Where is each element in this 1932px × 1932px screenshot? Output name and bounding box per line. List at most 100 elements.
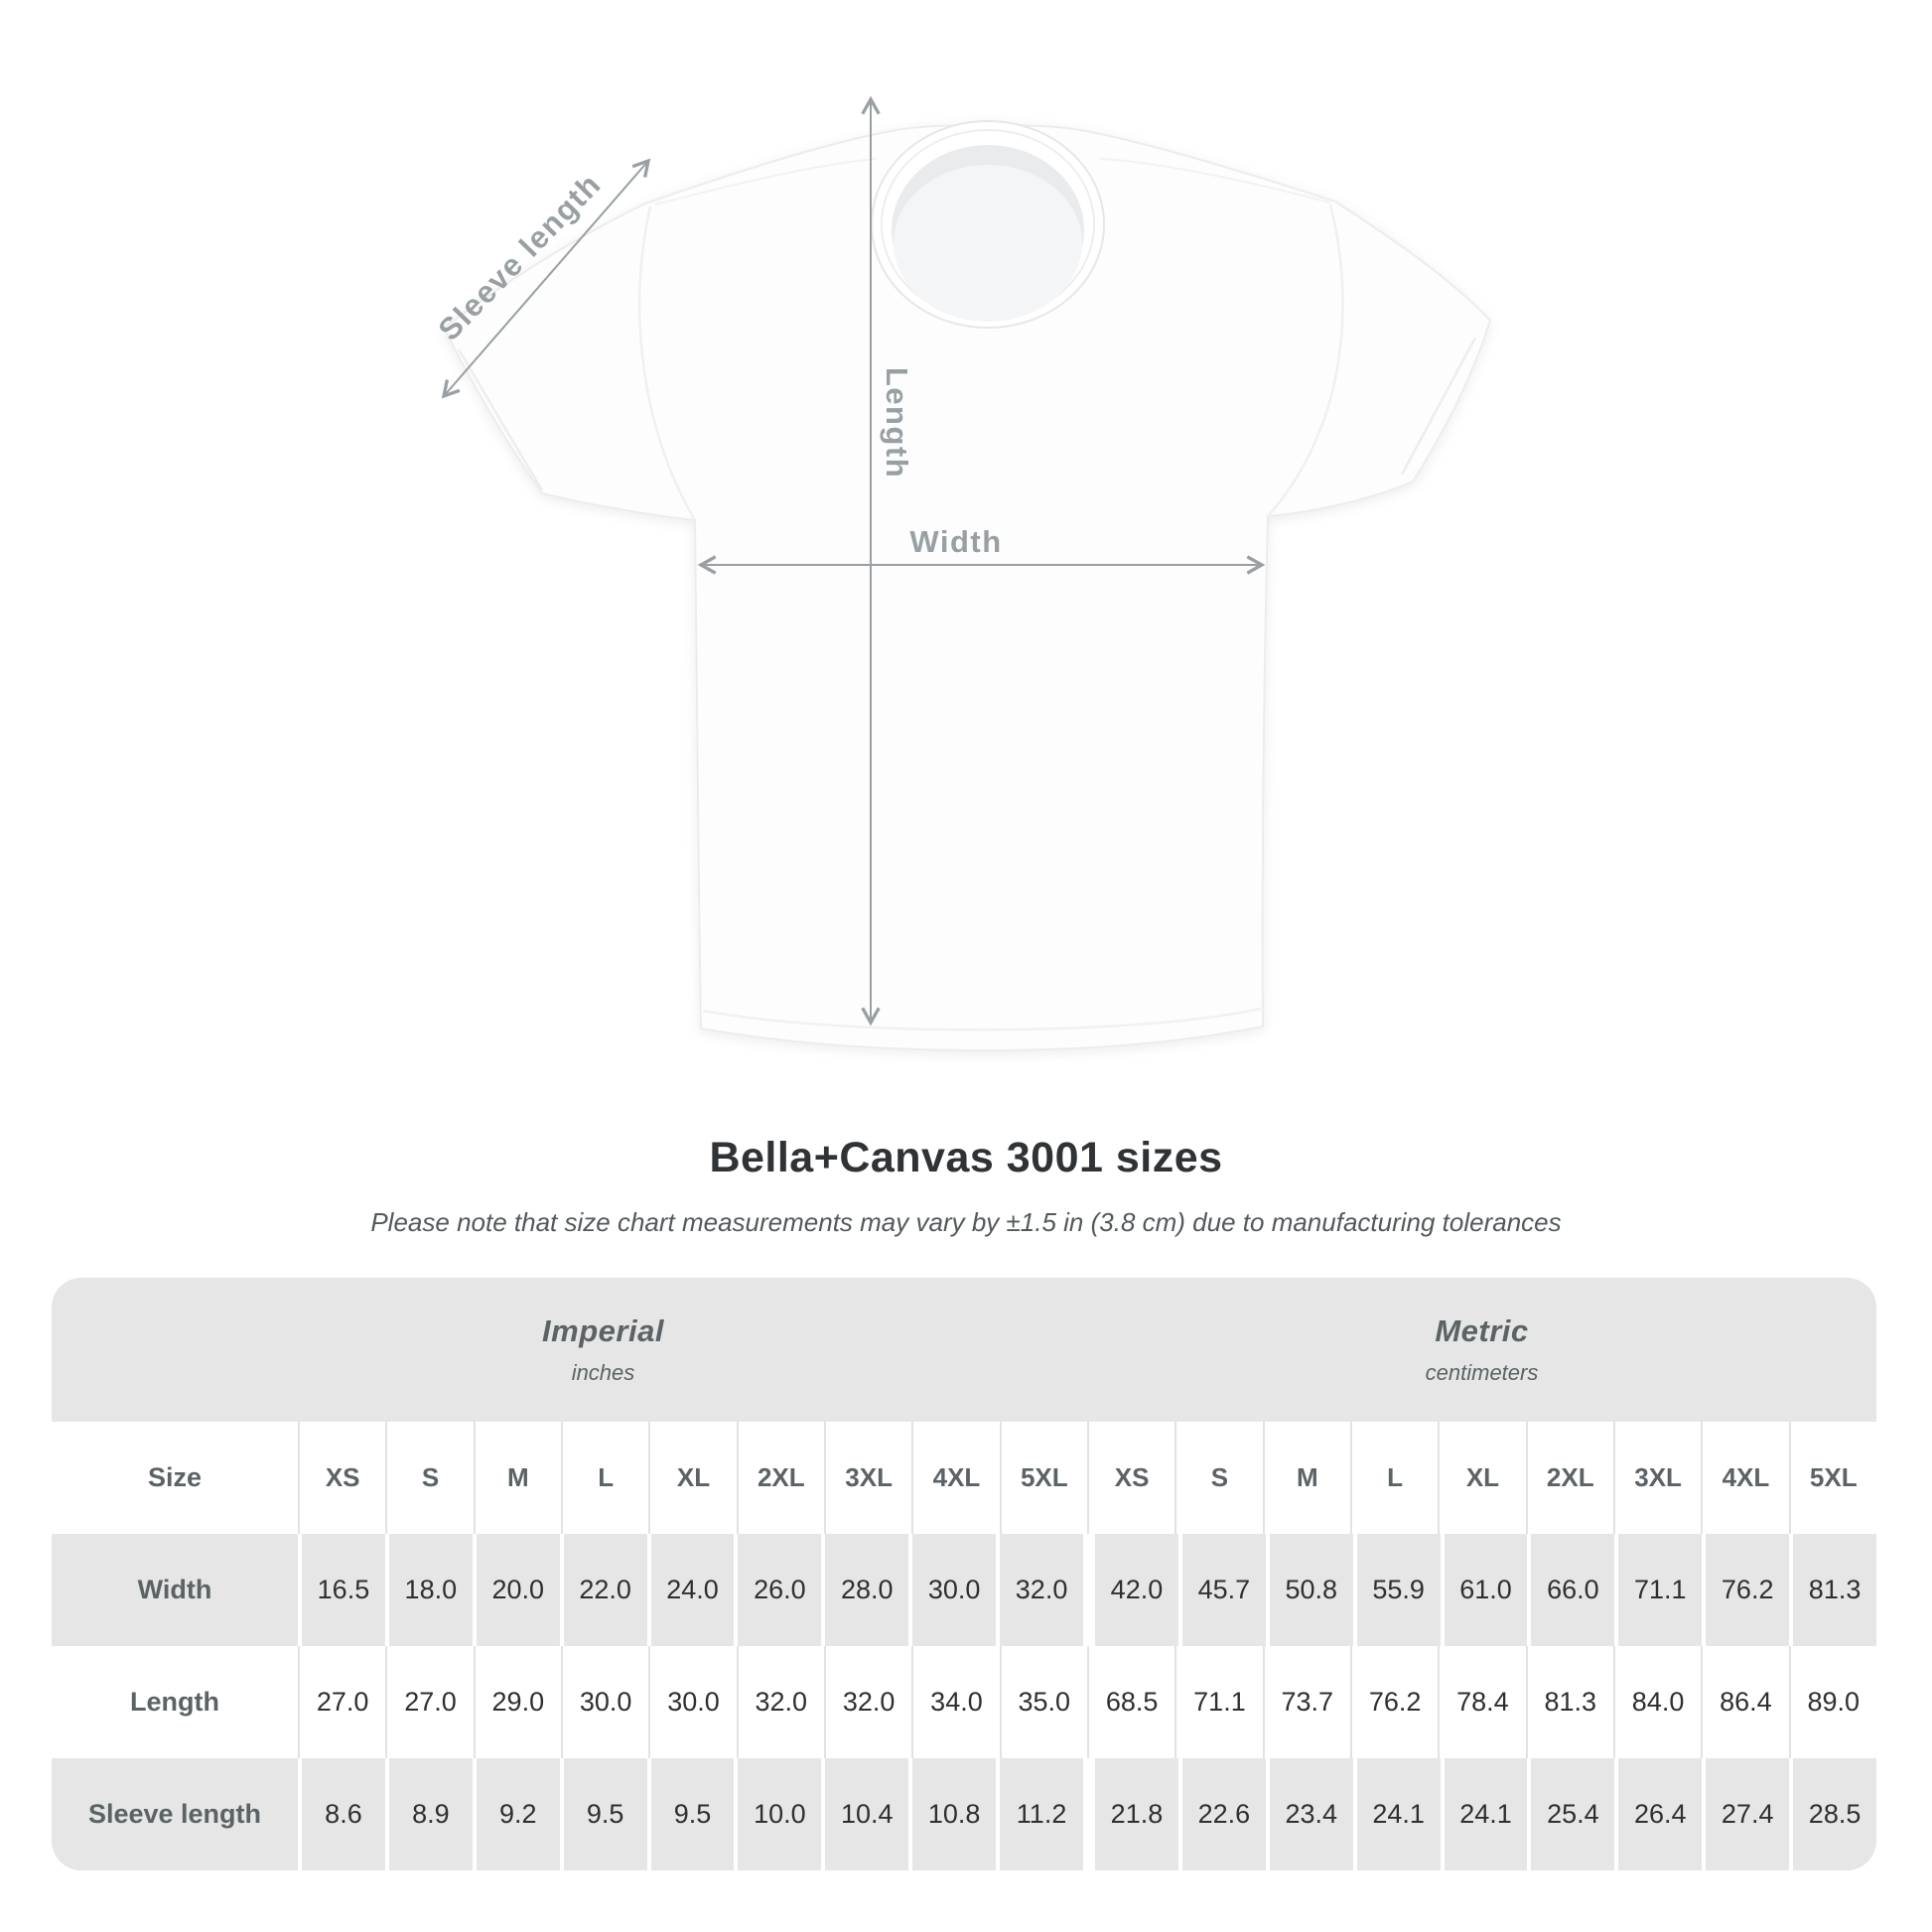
metric-group-unit: centimeters	[1425, 1360, 1539, 1385]
size-header-cell: XL	[648, 1422, 736, 1534]
value-cell: 24.0	[646, 1534, 735, 1646]
value-cell: 18.0	[384, 1534, 473, 1646]
value-cell: 26.0	[734, 1534, 821, 1646]
value-cell: 86.4	[1701, 1646, 1788, 1758]
value-cell: 30.0	[648, 1646, 736, 1758]
value-cell: 27.0	[385, 1646, 473, 1758]
size-header-cell: XL	[1438, 1422, 1525, 1534]
value-cell: 9.2	[472, 1758, 560, 1870]
size-header-cell: M	[473, 1422, 561, 1534]
size-header-cell: S	[385, 1422, 473, 1534]
value-cell: 22.0	[559, 1534, 647, 1646]
size-header-cell: 2XL	[1525, 1422, 1613, 1534]
value-cell: 89.0	[1788, 1646, 1876, 1758]
value-cell: 73.7	[1262, 1646, 1350, 1758]
size-header-cell: 4XL	[1701, 1422, 1788, 1534]
page-title: Bella+Canvas 3001 sizes	[709, 1134, 1223, 1181]
metric-group-name: Metric	[1435, 1313, 1529, 1348]
size-header-cell: L	[1349, 1422, 1438, 1534]
value-cell: 84.0	[1612, 1646, 1701, 1758]
value-cell: 26.4	[1614, 1758, 1702, 1870]
value-cell: 27.4	[1702, 1758, 1789, 1870]
size-header-cell: M	[1262, 1422, 1350, 1534]
value-cell: 21.8	[1083, 1758, 1178, 1870]
value-cell: 32.0	[736, 1646, 824, 1758]
size-header-cell: 2XL	[736, 1422, 824, 1534]
size-header-row: Size XS S M L XL 2XL 3XL 4XL 5XL XS S M …	[52, 1422, 1876, 1534]
value-cell: 78.4	[1438, 1646, 1525, 1758]
size-header-cell: 5XL	[999, 1422, 1087, 1534]
value-cell: 35.0	[999, 1646, 1087, 1758]
left-shoulder-seam	[654, 158, 877, 206]
value-cell: 34.0	[911, 1646, 999, 1758]
value-cell: 9.5	[559, 1758, 647, 1870]
value-cell: 22.6	[1177, 1758, 1266, 1870]
value-cell: 10.4	[821, 1758, 908, 1870]
size-header-cell: XS	[298, 1422, 385, 1534]
value-cell: 81.3	[1789, 1534, 1876, 1646]
value-cell: 28.0	[821, 1534, 908, 1646]
value-cell: 32.0	[996, 1534, 1083, 1646]
width-row: Width 16.5 18.0 20.0 22.0 24.0 26.0 28.0…	[52, 1534, 1876, 1646]
imperial-group-unit: inches	[571, 1360, 635, 1385]
value-cell: 50.8	[1265, 1534, 1353, 1646]
value-cell: 20.0	[472, 1534, 560, 1646]
value-cell: 61.0	[1440, 1534, 1528, 1646]
value-cell: 76.2	[1702, 1534, 1789, 1646]
value-cell: 68.5	[1086, 1646, 1174, 1758]
size-header-cell: S	[1174, 1422, 1262, 1534]
size-header-cell: 3XL	[823, 1422, 911, 1534]
size-table: Imperial inches Metric centimeters Size …	[52, 1278, 1876, 1870]
value-cell: 29.0	[473, 1646, 561, 1758]
value-cell: 10.8	[908, 1758, 996, 1870]
right-shoulder-seam	[1099, 158, 1331, 204]
value-cell: 81.3	[1525, 1646, 1613, 1758]
size-header-cell: 3XL	[1612, 1422, 1701, 1534]
size-header-cell: 5XL	[1788, 1422, 1876, 1534]
tshirt-illustration	[442, 120, 1492, 1052]
imperial-group-name: Imperial	[542, 1313, 664, 1348]
value-cell: 71.1	[1174, 1646, 1262, 1758]
row-label: Length	[130, 1687, 219, 1717]
value-cell: 9.5	[646, 1758, 735, 1870]
row-label: Width	[137, 1575, 212, 1604]
value-cell: 8.6	[298, 1758, 385, 1870]
value-cell: 10.0	[734, 1758, 821, 1870]
size-header-cell: L	[560, 1422, 648, 1534]
tolerance-note: Please note that size chart measurements…	[370, 1207, 1562, 1237]
value-cell: 42.0	[1083, 1534, 1178, 1646]
value-cell: 30.0	[560, 1646, 648, 1758]
neck-opening	[894, 165, 1082, 322]
value-cell: 45.7	[1177, 1534, 1266, 1646]
value-cell: 71.1	[1614, 1534, 1702, 1646]
width-label: Width	[909, 524, 1002, 559]
right-armhole-seam	[1267, 204, 1344, 517]
size-corner-label: Size	[147, 1462, 203, 1492]
tshirt-diagram: Sleeve length Length Width	[432, 95, 1492, 1052]
value-cell: 32.0	[823, 1646, 911, 1758]
value-cell: 66.0	[1527, 1534, 1614, 1646]
value-cell: 30.0	[908, 1534, 996, 1646]
value-cell: 25.4	[1527, 1758, 1614, 1870]
length-row: Length 27.0 27.0 29.0 30.0 30.0 32.0 32.…	[52, 1646, 1876, 1758]
length-label: Length	[880, 367, 914, 479]
value-cell: 27.0	[298, 1646, 385, 1758]
right-cuff-fold	[1400, 337, 1477, 476]
value-cell: 55.9	[1352, 1534, 1441, 1646]
value-cell: 76.2	[1349, 1646, 1438, 1758]
hem-stitch	[702, 1007, 1262, 1032]
unit-group-header: Imperial inches Metric centimeters	[52, 1278, 1876, 1422]
imperial-group-header: Imperial inches	[52, 1313, 1087, 1386]
value-cell: 28.5	[1789, 1758, 1876, 1870]
sleeve-length-arrow	[441, 158, 651, 399]
value-cell: 23.4	[1265, 1758, 1353, 1870]
value-cell: 11.2	[996, 1758, 1083, 1870]
value-cell: 16.5	[298, 1534, 385, 1646]
value-cell: 8.9	[384, 1758, 473, 1870]
size-header-cell: 4XL	[911, 1422, 999, 1534]
size-header-cell: XS	[1086, 1422, 1174, 1534]
metric-group-header: Metric centimeters	[1087, 1313, 1876, 1386]
value-cell: 24.1	[1352, 1758, 1441, 1870]
row-label: Sleeve length	[87, 1799, 262, 1829]
